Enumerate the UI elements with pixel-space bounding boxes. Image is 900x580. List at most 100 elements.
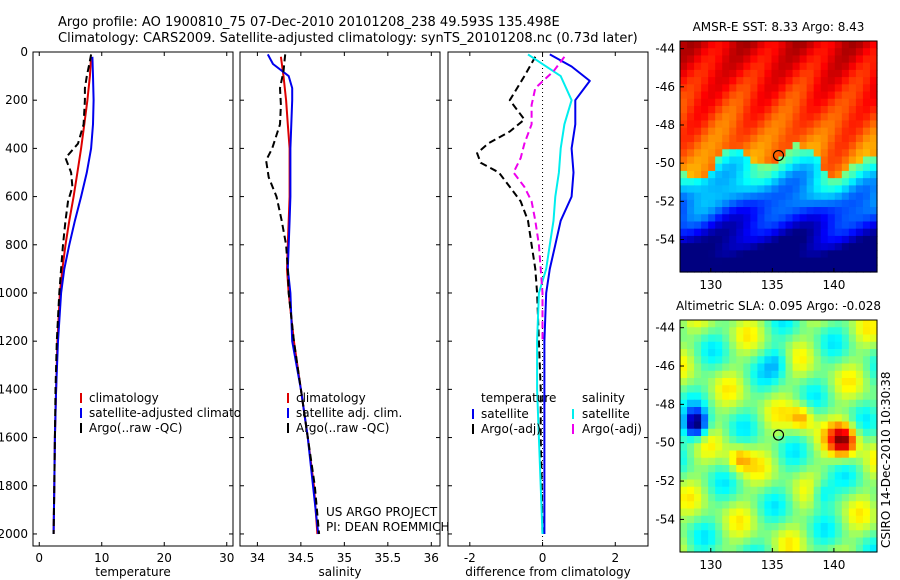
heatmap-cell [785, 77, 794, 85]
heatmap-cell [680, 428, 688, 437]
heatmap-cell [827, 392, 836, 401]
heatmap-cell [813, 508, 822, 517]
heatmap-cell [827, 428, 836, 437]
heatmap-cell [848, 120, 857, 129]
heatmap-cell [785, 69, 794, 78]
heatmap-cell [813, 127, 822, 136]
heatmap-cell [848, 69, 857, 78]
heatmap-cell [687, 149, 695, 158]
heatmap-cell [750, 127, 758, 136]
heatmap-cell [715, 544, 723, 553]
heatmap-cell [792, 472, 801, 481]
heatmap-cell [736, 185, 744, 194]
heatmap-cell [869, 55, 878, 64]
heatmap-cell [841, 515, 850, 524]
heatmap-cell [848, 185, 857, 194]
heatmap-cell [729, 356, 737, 365]
heatmap-cell [764, 349, 773, 357]
heatmap-cell [694, 385, 702, 394]
heatmap-cell [827, 385, 836, 394]
heatmap-cell [778, 134, 787, 143]
heatmap-cell [722, 494, 730, 502]
heatmap-cell [841, 105, 850, 114]
heatmap-cell [750, 235, 758, 244]
heatmap-cell [687, 91, 695, 100]
heatmap-cell [785, 127, 794, 136]
heatmap-cell [743, 199, 751, 208]
heatmap-cell [736, 523, 744, 531]
heatmap-cell [820, 385, 829, 394]
heatmap-cell [736, 465, 744, 473]
heatmap-cell [757, 472, 766, 481]
sla-map-title: Altimetric SLA: 0.095 Argo: -0.028 [676, 299, 881, 313]
heatmap-cell [806, 199, 815, 208]
heatmap-cell [743, 243, 751, 251]
heatmap-cell [687, 84, 695, 93]
heatmap-cell [869, 508, 878, 517]
heatmap-cell [701, 41, 709, 49]
heatmap-cell [862, 127, 871, 136]
heatmap-cell [827, 320, 836, 328]
heatmap-cell [785, 341, 794, 350]
heatmap-cell [862, 221, 871, 230]
heatmap-cell [813, 156, 822, 165]
heatmap-cell [771, 392, 780, 401]
heatmap-cell [701, 363, 709, 372]
heatmap-cell [841, 235, 850, 244]
heatmap-cell [799, 341, 808, 350]
heatmap-cell [708, 84, 716, 93]
legend-label: climatology [89, 391, 159, 405]
heatmap-cell [715, 399, 723, 408]
heatmap-cell [841, 142, 850, 150]
heatmap-cell [715, 363, 723, 372]
heatmap-cell [806, 508, 815, 517]
heatmap-cell [771, 523, 780, 531]
heatmap-cell [820, 486, 829, 495]
heatmap-cell [869, 149, 878, 158]
heatmap-cell [820, 192, 829, 201]
heatmap-cell [680, 84, 688, 93]
heatmap-cell [694, 192, 702, 201]
heatmap-cell [680, 537, 688, 546]
heatmap-cell [841, 178, 850, 186]
heatmap-cell [708, 127, 716, 136]
heatmap-cell [750, 55, 758, 64]
heatmap-cell [862, 113, 871, 122]
heatmap-cell [680, 221, 688, 230]
heatmap-cell [820, 465, 829, 473]
heatmap-cell [855, 91, 864, 100]
heatmap-cell [757, 221, 766, 230]
heatmap-cell [687, 450, 695, 459]
heatmap-cell [757, 69, 766, 78]
heatmap-cell [820, 544, 829, 553]
heatmap-cell [757, 257, 766, 266]
heatmap-cell [680, 392, 688, 401]
heatmap-cell [869, 62, 878, 71]
heatmap-cell [778, 450, 787, 459]
heatmap-cell [715, 537, 723, 546]
heatmap-cell [820, 134, 829, 143]
heatmap-cell [715, 84, 723, 93]
heatmap-cell [750, 98, 758, 107]
heatmap-cell [862, 385, 871, 394]
heatmap-cell [722, 450, 730, 459]
heatmap-cell [827, 399, 836, 408]
heatmap-cell [785, 544, 794, 553]
heatmap-cell [848, 399, 857, 408]
heatmap-cell [680, 544, 688, 553]
heatmap-cell [806, 421, 815, 430]
heatmap-cell [813, 407, 822, 415]
heatmap-cell [764, 264, 773, 273]
heatmap-cell [701, 207, 709, 215]
heatmap-cell [708, 156, 716, 165]
heatmap-cell [848, 243, 857, 251]
heatmap-cell [855, 341, 864, 350]
heatmap-cell [827, 127, 836, 136]
heatmap-cell [827, 235, 836, 244]
heatmap-cell [764, 113, 773, 122]
heatmap-cell [785, 494, 794, 502]
heatmap-cell [701, 149, 709, 158]
heatmap-cell [750, 407, 758, 415]
heatmap-cell [848, 494, 857, 502]
heatmap-cell [687, 457, 695, 466]
